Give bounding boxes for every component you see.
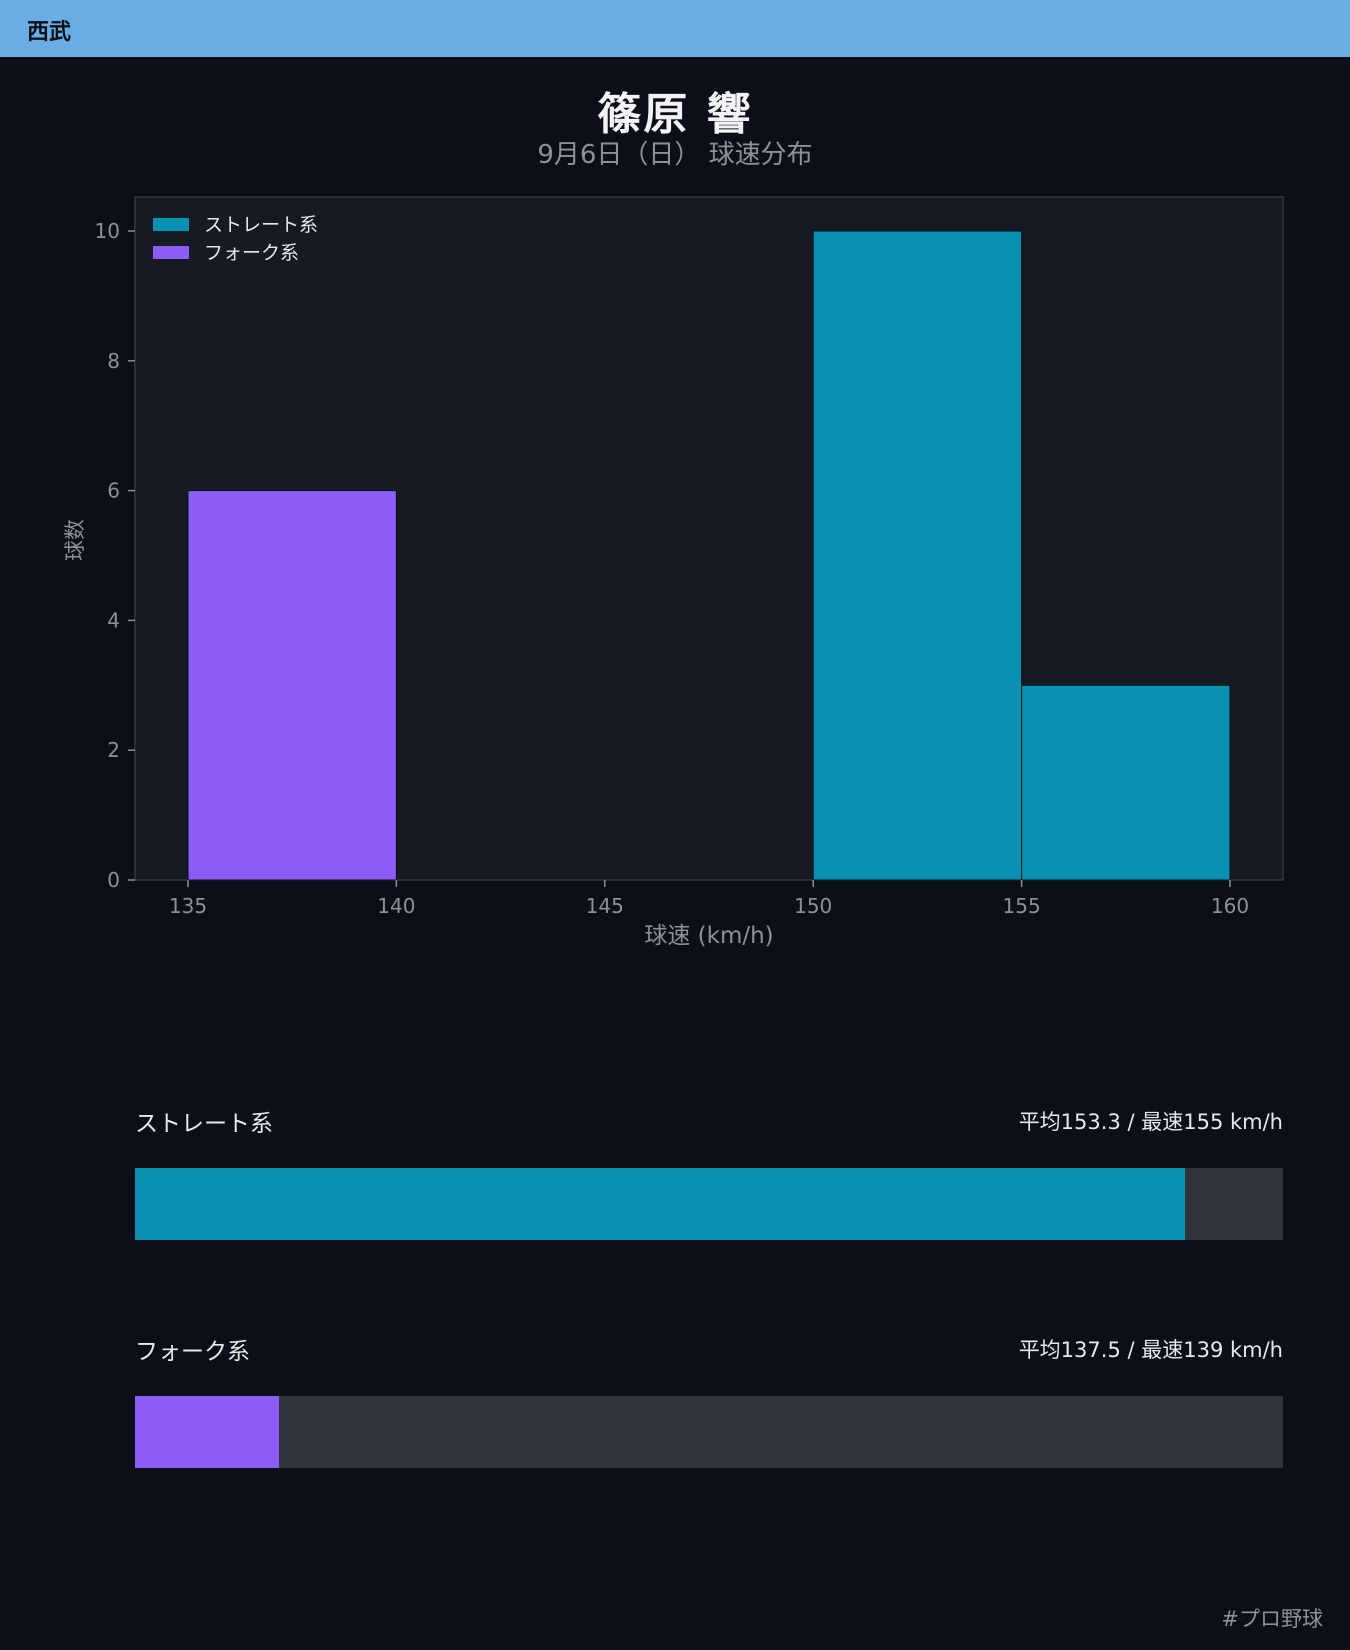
- x-axis-label: 球速 (km/h): [644, 923, 773, 949]
- share-bar-straight: [135, 1168, 1283, 1240]
- bar-0-0: [812, 230, 1023, 881]
- y-axis-label: 球数: [63, 519, 87, 561]
- y-tick-label: 8: [107, 349, 120, 373]
- share-bar-fill-straight: [135, 1168, 1186, 1240]
- x-tick-label: 150: [794, 894, 832, 918]
- chart-title: 篠原 響: [597, 89, 753, 140]
- y-tick-label: 0: [107, 868, 120, 892]
- x-tick-label: 140: [377, 894, 415, 918]
- team-header: 西武: [0, 0, 1350, 57]
- y-tick-label: 2: [107, 738, 120, 762]
- share-bar-fill-fork: [135, 1396, 279, 1468]
- legend-label: フォーク系: [204, 242, 299, 264]
- y-tick-label: 6: [107, 479, 120, 503]
- x-tick-label: 155: [1003, 894, 1041, 918]
- legend-label: ストレート系: [204, 214, 318, 236]
- stat-value-fork: 平均137.5 / 最速139 km/h: [1018, 1338, 1283, 1362]
- stat-label-fork: フォーク系: [135, 1339, 250, 1365]
- x-tick-label: 160: [1211, 894, 1249, 918]
- legend-swatch: [153, 218, 189, 231]
- hashtag: #プロ野球: [1221, 1607, 1323, 1631]
- bar-1-0: [187, 490, 397, 881]
- chart-subtitle: 9月6日（日） 球速分布: [537, 140, 813, 170]
- y-tick-label: 4: [107, 608, 120, 632]
- share-bar-fork: [135, 1396, 1283, 1468]
- team-name: 西武: [27, 20, 72, 45]
- x-tick-label: 135: [169, 894, 207, 918]
- legend-swatch: [153, 246, 189, 259]
- y-tick-label: 10: [95, 219, 120, 243]
- x-tick-label: 145: [586, 894, 624, 918]
- bar-0-1: [1021, 684, 1231, 881]
- stat-value-straight: 平均153.3 / 最速155 km/h: [1018, 1110, 1283, 1134]
- stat-label-straight: ストレート系: [135, 1111, 273, 1137]
